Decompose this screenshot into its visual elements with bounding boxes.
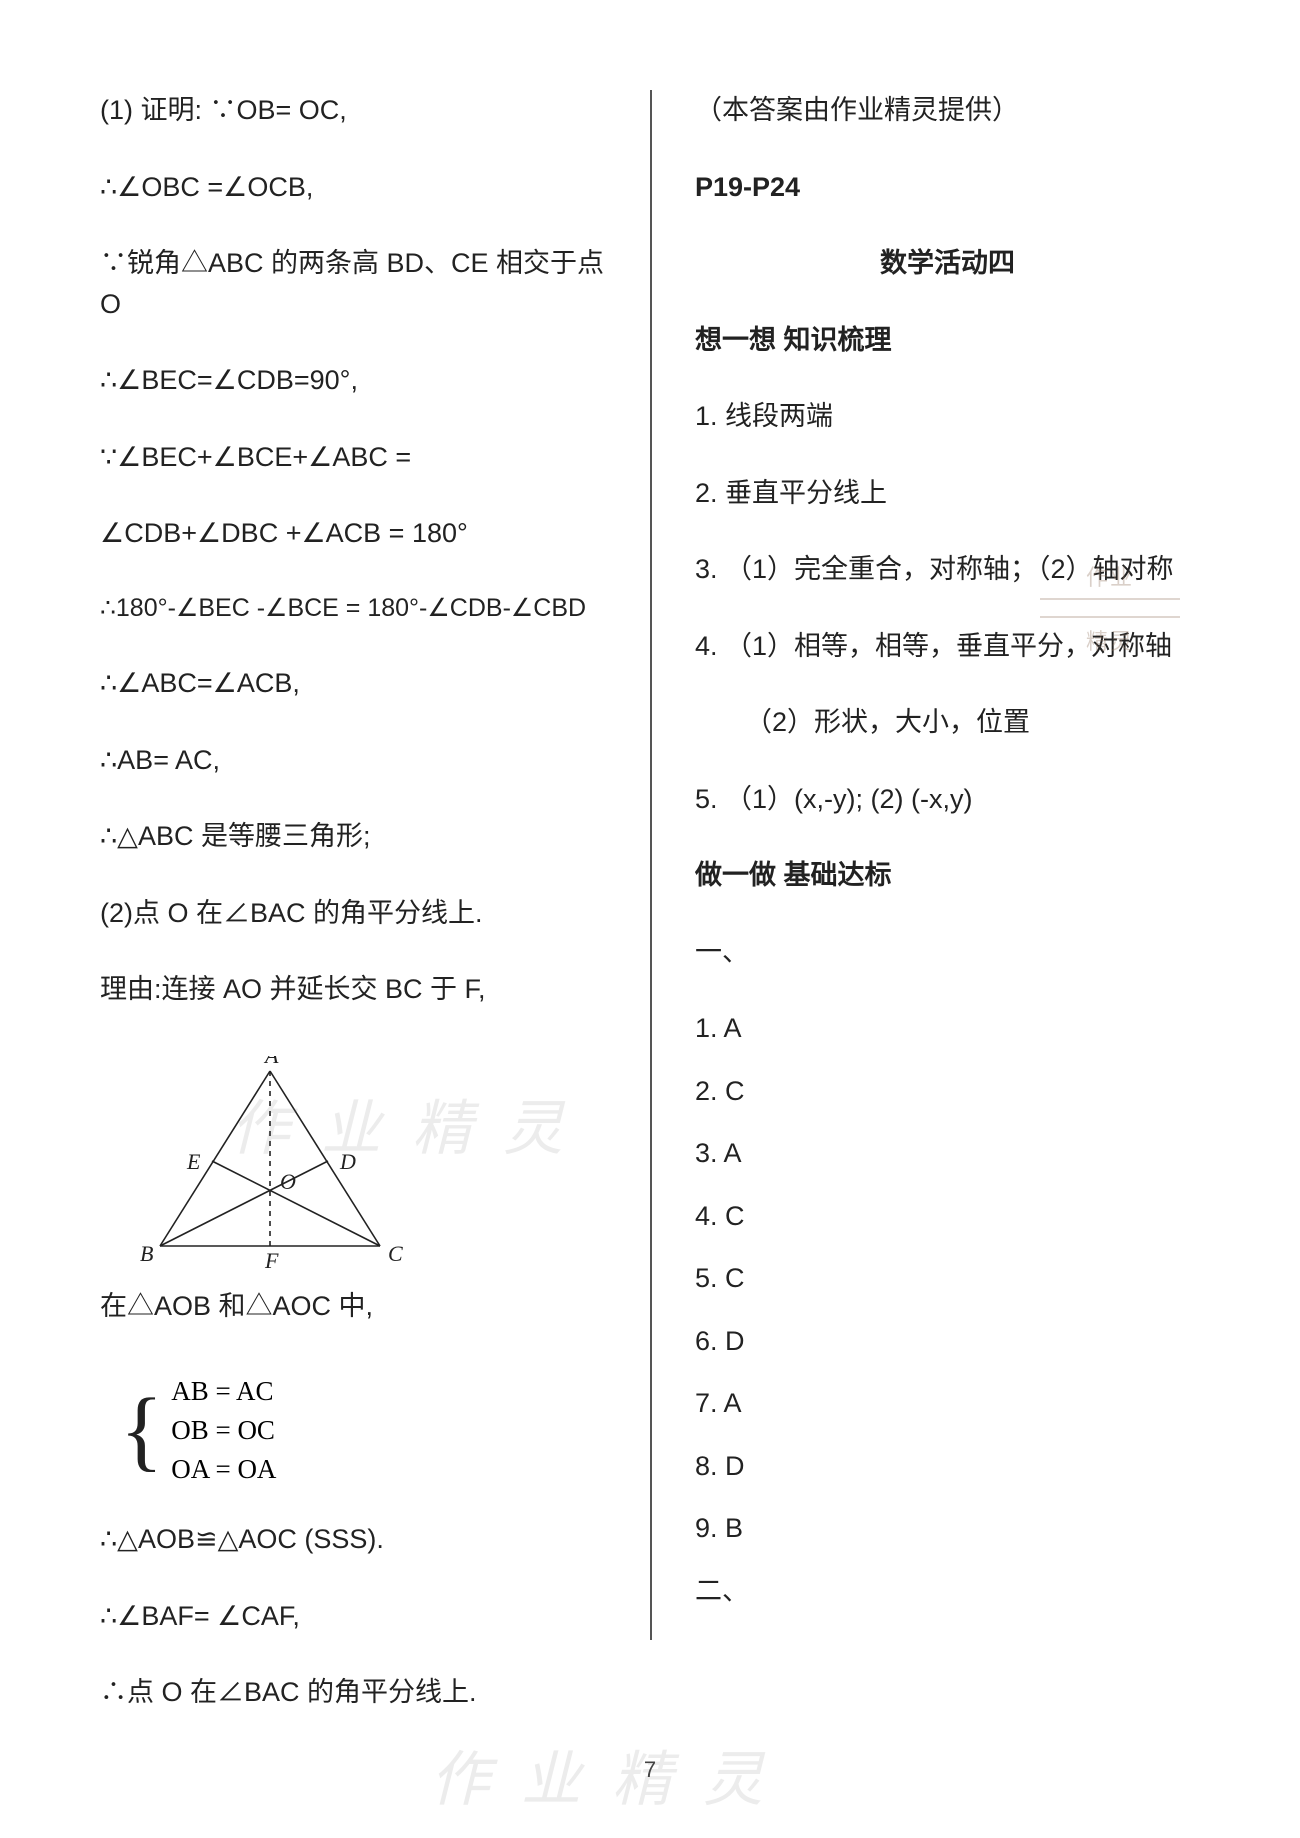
section-title: 数学活动四 xyxy=(695,243,1200,284)
svg-text:B: B xyxy=(140,1241,153,1266)
left-column: (1) 证明: ∵OB= OC, ∴∠OBC =∠OCB, ∵锐角△ABC 的两… xyxy=(100,90,650,1778)
proof-line: ∴∠OBC =∠OCB, xyxy=(100,167,605,208)
svg-text:F: F xyxy=(264,1248,279,1273)
subsection-title: 做一做 基础达标 xyxy=(695,855,1200,896)
answer-line: （2）形状，大小，位置 xyxy=(695,702,1200,743)
page-number: 7 xyxy=(644,1757,656,1783)
column-divider xyxy=(650,90,652,1640)
svg-text:D: D xyxy=(339,1149,356,1174)
mc-answer: 8. D xyxy=(695,1446,1200,1487)
proof-line: ∠CDB+∠DBC +∠ACB = 180° xyxy=(100,513,605,554)
proof-line: (1) 证明: ∵OB= OC, xyxy=(100,90,605,131)
page-container: (1) 证明: ∵OB= OC, ∴∠OBC =∠OCB, ∵锐角△ABC 的两… xyxy=(100,90,1200,1778)
mc-answer: 1. A xyxy=(695,1008,1200,1049)
mc-answer: 3. A xyxy=(695,1133,1200,1174)
answer-line: 5. （1）(x,-y); (2) (-x,y) xyxy=(695,779,1200,820)
proof-line: ∴∠BEC=∠CDB=90°, xyxy=(100,360,605,401)
right-column: （本答案由作业精灵提供） P19-P24 数学活动四 想一想 知识梳理 1. 线… xyxy=(650,90,1200,1778)
brace-system: { AB = AC OB = OC OA = OA xyxy=(120,1372,605,1489)
mc-answer: 7. A xyxy=(695,1383,1200,1424)
brace-lines: AB = AC OB = OC OA = OA xyxy=(171,1372,276,1489)
svg-text:O: O xyxy=(280,1169,296,1194)
proof-line: 在△AOB 和△AOC 中, xyxy=(100,1286,605,1327)
triangle-diagram: A B C E D F O xyxy=(140,1056,410,1276)
proof-line: ∵锐角△ABC 的两条高 BD、CE 相交于点 O xyxy=(100,243,605,324)
proof-line: ∴△ABC 是等腰三角形; xyxy=(100,816,605,857)
mc-answer: 5. C xyxy=(695,1258,1200,1299)
eq-line: OB = OC xyxy=(171,1415,276,1446)
proof-line: ∴180°-∠BEC -∠BCE = 180°-∠CDB-∠CBD xyxy=(100,590,605,628)
proof-line: ∴∠ABC=∠ACB, xyxy=(100,663,605,704)
brace-icon: { xyxy=(120,1390,163,1471)
page-range: P19-P24 xyxy=(695,167,1200,208)
answer-line: 1. 线段两端 xyxy=(695,396,1200,437)
mc-answer: 9. B xyxy=(695,1508,1200,1549)
mc-answer: 2. C xyxy=(695,1071,1200,1112)
proof-line: ∴点 O 在∠BAC 的角平分线上. xyxy=(100,1672,605,1713)
eq-line: OA = OA xyxy=(171,1454,276,1485)
svg-text:E: E xyxy=(186,1149,201,1174)
proof-line: (2)点 O 在∠BAC 的角平分线上. xyxy=(100,893,605,934)
proof-line: ∴∠BAF= ∠CAF, xyxy=(100,1596,605,1637)
proof-line: ∴AB= AC, xyxy=(100,740,605,781)
subsection-title: 想一想 知识梳理 xyxy=(695,320,1200,361)
section-marker: 二、 xyxy=(695,1571,1200,1612)
proof-line: 理由:连接 AO 并延长交 BC 于 F, xyxy=(100,969,605,1010)
credit-line: （本答案由作业精灵提供） xyxy=(695,90,1200,131)
proof-line: ∵∠BEC+∠BCE+∠ABC = xyxy=(100,437,605,478)
section-marker: 一、 xyxy=(695,932,1200,973)
proof-line: ∴△AOB≌△AOC (SSS). xyxy=(100,1519,605,1560)
answer-line: 3. （1）完全重合，对称轴；（2）轴对称 xyxy=(695,549,1200,590)
answer-line: 2. 垂直平分线上 xyxy=(695,473,1200,514)
eq-line: AB = AC xyxy=(171,1376,276,1407)
svg-text:C: C xyxy=(388,1241,403,1266)
mc-answer: 4. C xyxy=(695,1196,1200,1237)
answer-line: 4. （1）相等，相等，垂直平分，对称轴 xyxy=(695,626,1200,667)
svg-text:A: A xyxy=(263,1056,279,1068)
mc-answer: 6. D xyxy=(695,1321,1200,1362)
